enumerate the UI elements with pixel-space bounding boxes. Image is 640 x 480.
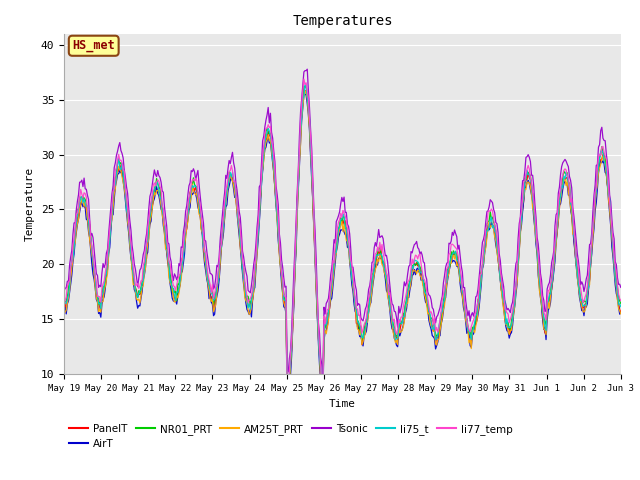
Tsonic — [327, 272, 335, 278]
li77_temp — [606, 200, 614, 206]
AM25T_PRT — [330, 267, 338, 273]
AirT — [617, 310, 625, 315]
li77_temp — [327, 283, 335, 289]
Y-axis label: Temperature: Temperature — [25, 167, 35, 241]
li75_t — [617, 304, 625, 310]
li75_t — [60, 302, 68, 308]
Line: li75_t: li75_t — [64, 85, 621, 393]
li77_temp — [364, 303, 371, 309]
li77_temp — [319, 385, 326, 391]
NR01_PRT — [606, 198, 614, 204]
PanelT — [60, 304, 68, 310]
NR01_PRT — [364, 314, 371, 320]
AirT — [394, 344, 401, 349]
Tsonic — [394, 324, 401, 330]
AirT — [364, 318, 371, 324]
NR01_PRT — [327, 287, 335, 293]
AirT — [301, 91, 309, 97]
li75_t — [330, 262, 338, 267]
li75_t — [519, 200, 527, 206]
AM25T_PRT — [364, 319, 371, 325]
AirT — [327, 297, 335, 303]
Tsonic — [364, 297, 371, 303]
PanelT — [327, 292, 335, 298]
li75_t — [327, 290, 335, 296]
Line: PanelT: PanelT — [64, 91, 621, 395]
PanelT — [300, 88, 308, 94]
li77_temp — [300, 76, 308, 82]
AirT — [60, 309, 68, 314]
Line: NR01_PRT: NR01_PRT — [64, 86, 621, 392]
AM25T_PRT — [617, 311, 625, 317]
AM25T_PRT — [327, 293, 335, 299]
PanelT — [606, 202, 614, 208]
li75_t — [364, 312, 371, 318]
li77_temp — [394, 326, 401, 332]
li77_temp — [330, 260, 338, 266]
X-axis label: Time: Time — [329, 399, 356, 408]
AirT — [330, 271, 338, 277]
Tsonic — [303, 66, 311, 72]
NR01_PRT — [330, 263, 338, 268]
AM25T_PRT — [301, 88, 309, 94]
AM25T_PRT — [60, 307, 68, 312]
PanelT — [364, 311, 371, 317]
li75_t — [394, 336, 401, 341]
li77_temp — [60, 302, 68, 308]
Line: AM25T_PRT: AM25T_PRT — [64, 91, 621, 398]
li75_t — [284, 390, 291, 396]
li75_t — [301, 82, 309, 88]
PanelT — [519, 206, 527, 212]
Tsonic — [330, 237, 338, 242]
AirT — [284, 400, 291, 406]
Line: Tsonic: Tsonic — [64, 69, 621, 382]
PanelT — [330, 263, 338, 268]
NR01_PRT — [519, 199, 527, 204]
PanelT — [394, 336, 401, 342]
AirT — [519, 208, 527, 214]
NR01_PRT — [617, 300, 625, 306]
NR01_PRT — [300, 83, 308, 89]
Tsonic — [319, 379, 326, 385]
NR01_PRT — [394, 334, 401, 340]
Line: li77_temp: li77_temp — [64, 79, 621, 388]
li77_temp — [617, 298, 625, 303]
Text: HS_met: HS_met — [72, 39, 115, 52]
Line: AirT: AirT — [64, 94, 621, 403]
PanelT — [284, 392, 291, 398]
Tsonic — [519, 178, 527, 183]
AM25T_PRT — [284, 396, 291, 401]
li75_t — [606, 196, 614, 202]
NR01_PRT — [284, 389, 291, 395]
NR01_PRT — [60, 299, 68, 304]
AM25T_PRT — [394, 342, 401, 348]
li77_temp — [519, 196, 527, 202]
Tsonic — [60, 288, 68, 294]
Legend: PanelT, AirT, NR01_PRT, AM25T_PRT, Tsonic, li75_t, li77_temp: PanelT, AirT, NR01_PRT, AM25T_PRT, Tsoni… — [69, 424, 513, 449]
Tsonic — [617, 285, 625, 290]
AM25T_PRT — [606, 207, 614, 213]
Tsonic — [606, 192, 614, 198]
AirT — [606, 210, 614, 216]
Title: Temperatures: Temperatures — [292, 14, 393, 28]
AM25T_PRT — [519, 201, 527, 206]
PanelT — [617, 309, 625, 315]
